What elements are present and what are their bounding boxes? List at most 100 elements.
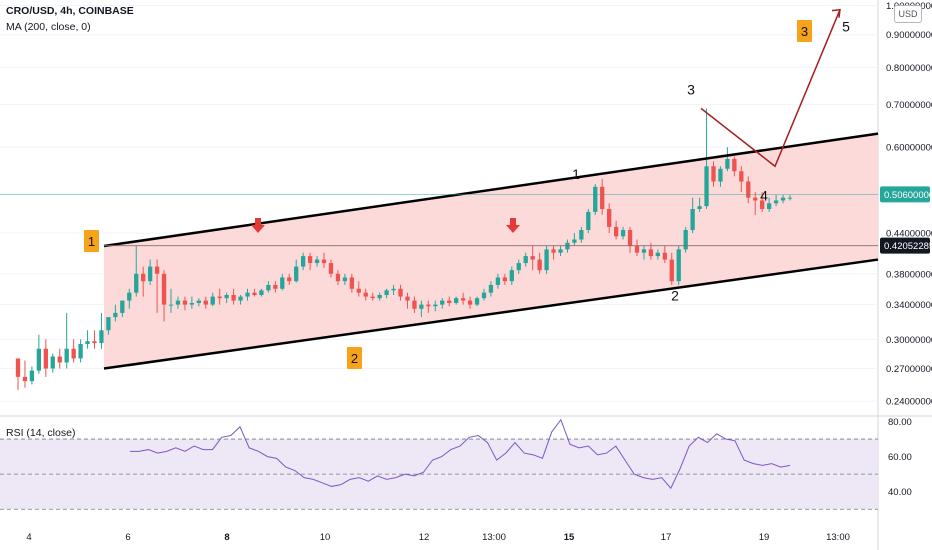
candle-body: [669, 259, 674, 282]
candle-body: [391, 288, 396, 291]
candle-body: [447, 300, 452, 303]
wave-box-label: [797, 20, 812, 42]
level-badge: [880, 237, 930, 254]
price-tick-label: 0.44000000: [886, 229, 932, 240]
candle-body: [690, 209, 695, 230]
candle-body: [29, 370, 35, 382]
channel-upper-line: [103, 132, 879, 248]
candle-body: [648, 249, 654, 257]
price-tick-label: 0.24000000: [886, 397, 932, 408]
candlestick-series: [15, 108, 793, 390]
wave-projection-line: [700, 9, 841, 168]
candle-body: [224, 295, 229, 299]
candle-body: [370, 296, 375, 299]
time-tick-label: 19: [759, 532, 770, 543]
candle-body: [127, 292, 132, 301]
candle-body: [523, 256, 528, 264]
candle-body: [71, 348, 76, 359]
candle-body: [280, 277, 285, 289]
candle-body: [300, 256, 306, 267]
wave-label: 3: [687, 82, 695, 98]
candle-body: [245, 292, 250, 297]
candle-body: [634, 246, 640, 253]
candle-body: [662, 252, 667, 260]
candle-body: [384, 290, 389, 296]
candle-body: [607, 209, 612, 227]
ma-indicator-label[interactable]: MA (200, close, 0): [6, 21, 91, 33]
time-tick-label: 13:00: [482, 532, 506, 543]
time-tick-label: 15: [564, 532, 575, 543]
candle-body: [377, 295, 382, 299]
candle-body: [544, 249, 549, 271]
candle-body: [36, 348, 42, 371]
wave-label: 2: [671, 288, 679, 304]
candle-body: [620, 229, 626, 237]
candle-body: [773, 200, 779, 204]
projection-arrowhead-icon: [831, 8, 841, 18]
candle-body: [50, 356, 55, 369]
candle-body: [182, 300, 188, 305]
candle-body: [613, 226, 619, 237]
candle-body: [433, 304, 438, 307]
candle-body: [161, 273, 167, 305]
chart-annotations: 1 2 3 4 5 1 2 3: [0, 8, 879, 370]
time-tick-label: 8: [224, 532, 229, 543]
candle-body: [488, 284, 494, 293]
candle-body: [718, 168, 723, 182]
currency-badge[interactable]: USD: [894, 5, 922, 23]
rsi-panel: [0, 418, 878, 510]
candle-body: [252, 292, 257, 296]
wave-box-number: 2: [351, 351, 358, 366]
candle-body: [655, 252, 661, 257]
candle-body: [259, 290, 264, 296]
last-price-label: 0.50600000: [884, 190, 932, 201]
price-tick-label: 0.80000000: [886, 63, 932, 74]
candle-body: [753, 197, 758, 201]
candle-body: [593, 186, 598, 212]
candle-body: [78, 343, 83, 359]
candle-body: [739, 171, 744, 182]
candle-body: [154, 266, 160, 274]
candle-body: [697, 206, 702, 210]
time-tick-label: 4: [26, 532, 31, 543]
candle-body: [147, 266, 153, 282]
candle-body: [502, 277, 508, 282]
price-tick-label: 0.70000000: [886, 100, 932, 111]
candle-body: [766, 203, 772, 210]
price-tick-label: 0.30000000: [886, 335, 932, 346]
rsi-indicator-label[interactable]: RSI (14, close): [6, 427, 76, 439]
down-arrow-icon: [506, 217, 520, 233]
candle-body: [238, 296, 243, 301]
candle-body: [64, 348, 69, 363]
candle-body: [141, 273, 146, 282]
candle-body: [189, 302, 195, 305]
candle-body: [641, 249, 647, 253]
price-channel[interactable]: [104, 133, 878, 369]
candle-body: [294, 266, 299, 282]
price-tick-label: 0.60000000: [886, 143, 932, 154]
rsi-band: [0, 439, 878, 510]
candle-body: [572, 239, 577, 243]
candle-body: [15, 358, 21, 377]
candle-body: [266, 284, 271, 291]
candle-body: [363, 292, 368, 297]
rsi-tick-label: 40.00: [888, 487, 912, 498]
candle-body: [586, 211, 591, 230]
candle-body: [287, 277, 292, 282]
candle-body: [627, 229, 633, 247]
symbol-title[interactable]: CRO/USD, 4h, COINBASE: [6, 5, 134, 17]
time-tick-label: 12: [419, 532, 430, 543]
last-price-badge: [880, 186, 930, 203]
candle-body: [203, 300, 208, 305]
candle-body: [321, 259, 327, 264]
candle-body: [530, 256, 535, 260]
time-tick-label: 6: [125, 532, 130, 543]
price-tick-label: 0.27000000: [886, 364, 932, 375]
candle-body: [349, 277, 354, 289]
candle-body: [551, 249, 556, 253]
down-arrow-icon: [251, 217, 265, 233]
candle-body: [328, 263, 334, 274]
candle-body: [92, 341, 97, 344]
candle-body: [314, 259, 320, 264]
